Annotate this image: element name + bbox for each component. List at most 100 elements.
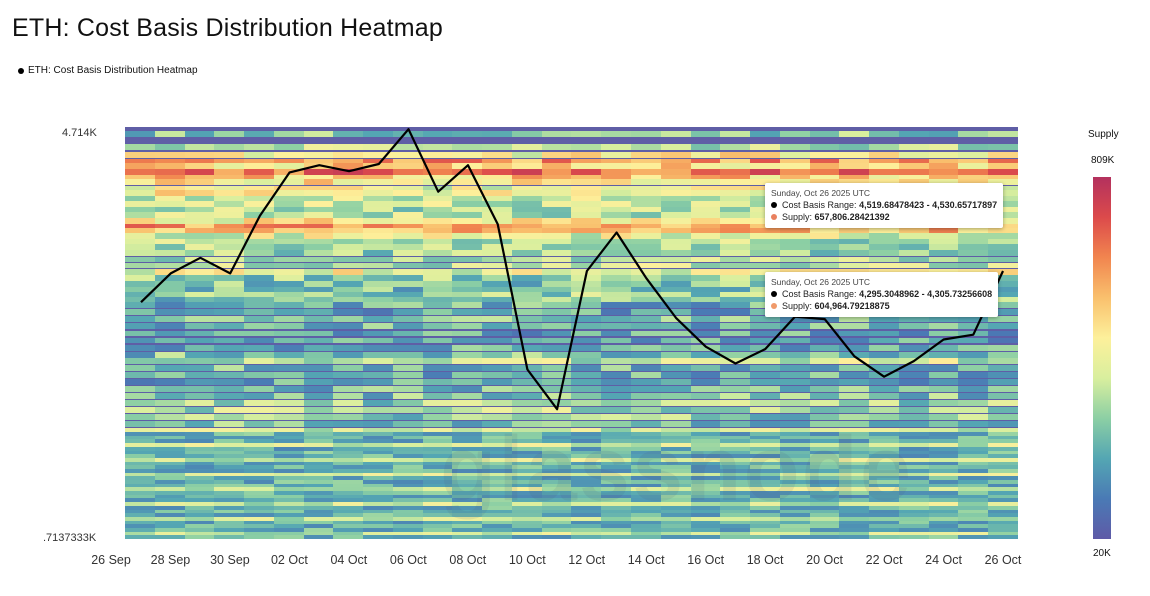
heatmap-cell	[988, 400, 1018, 406]
heatmap-cell	[869, 472, 899, 477]
heatmap-cell	[452, 274, 483, 281]
heatmap-cell	[244, 143, 274, 150]
heatmap-cell	[244, 250, 274, 257]
heatmap-cell	[898, 494, 929, 499]
heatmap-cell	[363, 509, 393, 514]
heatmap-cell	[452, 302, 483, 309]
heatmap-cell	[244, 297, 274, 303]
heatmap-cell	[392, 297, 423, 303]
heatmap-cell	[541, 218, 572, 225]
heatmap-cell	[482, 491, 512, 495]
heatmap-cell	[511, 212, 542, 219]
heatmap-cell	[363, 158, 393, 165]
heatmap-cell	[660, 207, 691, 214]
heatmap-cell	[452, 509, 483, 514]
heatmap-cell	[660, 406, 691, 413]
heatmap-cell	[988, 179, 1018, 185]
heatmap-cell	[303, 505, 334, 510]
heatmap-cell	[660, 143, 691, 150]
heatmap-cell	[422, 162, 453, 169]
heatmap-cell	[660, 446, 691, 451]
heatmap-cell	[869, 351, 899, 358]
heatmap-cell	[333, 287, 364, 293]
heatmap-cell	[869, 406, 899, 413]
heatmap-cell	[452, 535, 483, 539]
heatmap-cell	[452, 190, 483, 197]
heatmap-cell	[690, 207, 721, 214]
heatmap-cell	[184, 505, 215, 510]
heatmap-cell	[571, 487, 602, 492]
heatmap-cell	[809, 428, 840, 433]
heatmap-cell	[392, 233, 423, 240]
heatmap-cell	[511, 223, 542, 230]
heatmap-cell	[869, 527, 899, 532]
heatmap-row	[125, 487, 1018, 492]
heatmap-cell	[541, 190, 572, 197]
heatmap-cell	[720, 535, 751, 539]
heatmap-cell	[958, 323, 989, 330]
heatmap-cell	[779, 378, 810, 385]
heatmap-cell	[273, 494, 304, 499]
heatmap-row	[125, 228, 1018, 235]
heatmap-cell	[750, 476, 780, 480]
heatmap-cell	[452, 330, 483, 337]
heatmap-cell	[571, 196, 602, 203]
heatmap-cell	[452, 250, 483, 257]
heatmap-cell	[363, 262, 393, 269]
heatmap-cell	[631, 516, 661, 521]
heatmap-cell	[809, 323, 840, 330]
heatmap-cell	[482, 143, 512, 150]
heatmap-cell	[988, 218, 1018, 225]
heatmap-cell	[154, 385, 185, 392]
heatmap-cell	[750, 262, 780, 269]
heatmap-cell	[660, 439, 691, 444]
heatmap-cell	[184, 491, 215, 495]
heatmap-cell	[839, 494, 870, 499]
heatmap-cell	[571, 491, 602, 495]
heatmap-cell	[125, 239, 155, 246]
heatmap-cell	[482, 344, 512, 351]
heatmap-cell	[750, 414, 780, 421]
heatmap-cell	[660, 186, 691, 192]
heatmap-cell	[184, 274, 215, 281]
heatmap-cell	[154, 344, 185, 351]
heatmap-cell	[898, 439, 929, 444]
heatmap-cell	[244, 179, 274, 185]
heatmap-cell	[392, 421, 423, 428]
heatmap-cell	[363, 256, 393, 263]
heatmap-cell	[750, 483, 780, 488]
heatmap-cell	[660, 351, 691, 358]
heatmap-cell	[184, 527, 215, 532]
heatmap-cell	[720, 244, 751, 251]
heatmap-cell	[809, 371, 840, 378]
heatmap-cell	[184, 344, 215, 351]
heatmap-cell	[571, 162, 602, 169]
heatmap-cell	[690, 287, 721, 293]
heatmap-cell	[273, 250, 304, 257]
heatmap-cell	[482, 527, 512, 532]
heatmap-cell	[750, 287, 780, 293]
heatmap-cell	[928, 435, 959, 440]
heatmap-cell	[571, 457, 602, 462]
heatmap-cell	[750, 186, 780, 192]
heatmap-cell	[958, 531, 989, 536]
heatmap-cell	[392, 428, 423, 433]
heatmap-cell	[452, 461, 483, 466]
heatmap-cell	[720, 531, 751, 536]
legend[interactable]: ETH: Cost Basis Distribution Heatmap	[18, 65, 198, 76]
heatmap-row	[125, 513, 1018, 517]
heatmap-cell	[303, 457, 334, 462]
heatmap-cell	[571, 516, 602, 521]
heatmap-cell	[988, 432, 1018, 436]
heatmap-cell	[898, 316, 929, 323]
heatmap-cell	[422, 158, 453, 165]
heatmap-cell	[392, 494, 423, 499]
heatmap-cell	[154, 196, 185, 203]
heatmap-cell	[303, 280, 334, 287]
heatmap-cell	[392, 207, 423, 214]
heatmap-cell	[511, 158, 542, 165]
heatmap-cell	[869, 228, 899, 235]
heatmap-cell	[422, 480, 453, 484]
heatmap-cell	[125, 439, 155, 444]
heatmap-cell	[541, 250, 572, 257]
